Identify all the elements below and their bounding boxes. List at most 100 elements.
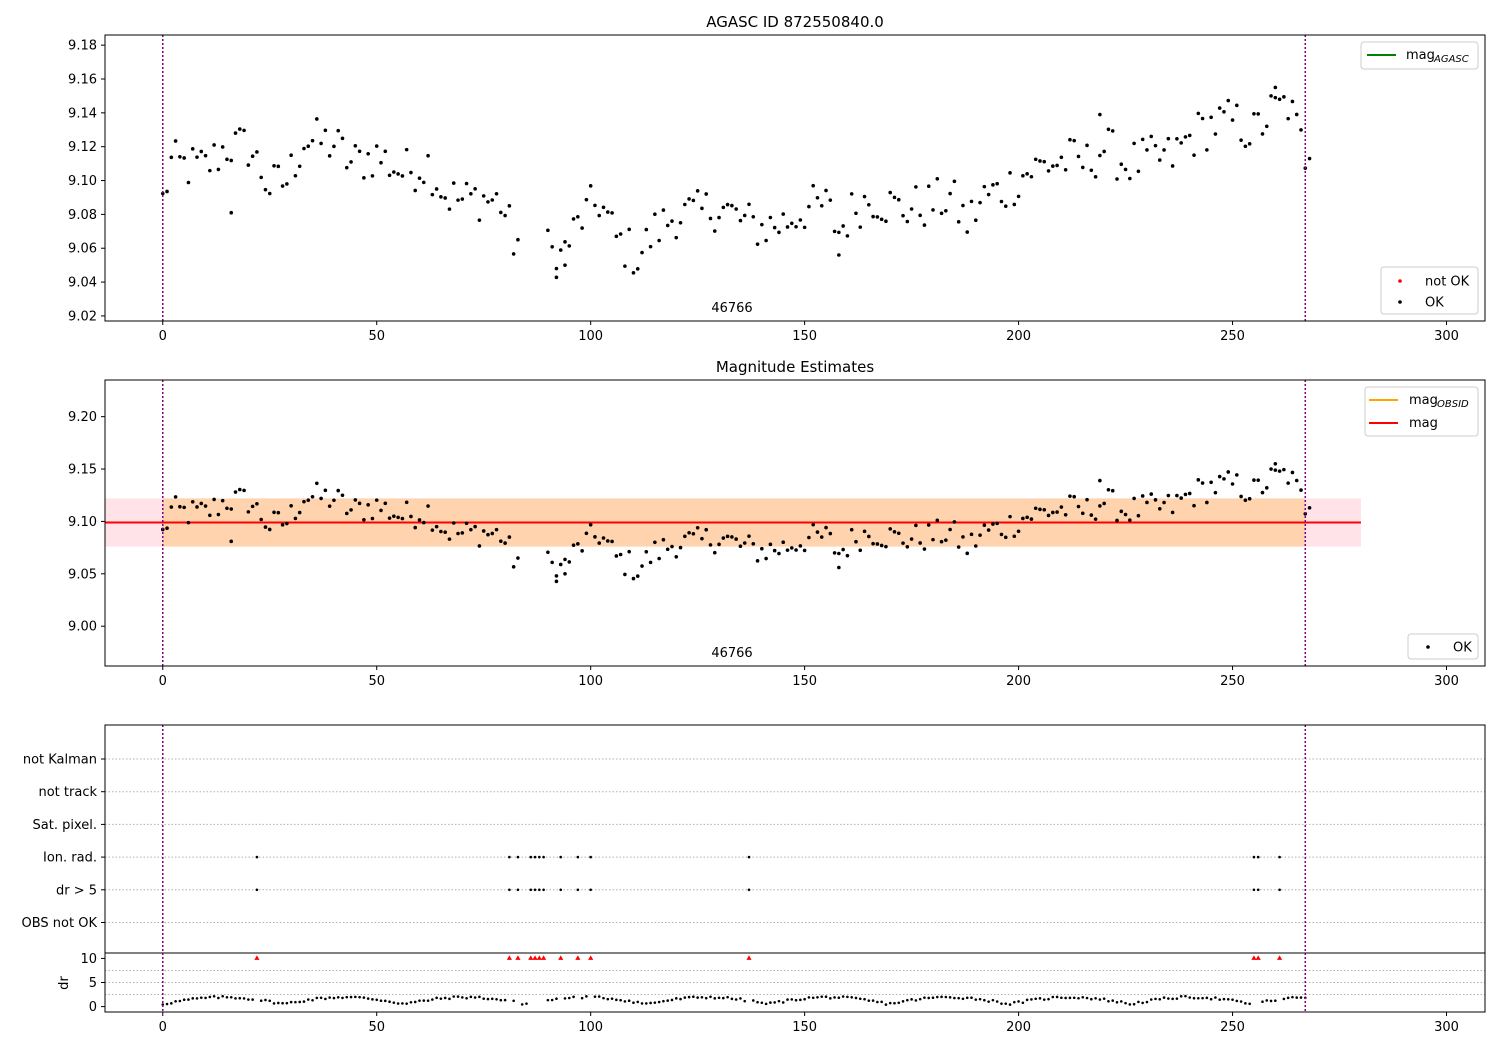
- data-point: [909, 537, 914, 541]
- data-point: [798, 218, 803, 222]
- dr-point: [1162, 996, 1166, 999]
- data-point: [1115, 177, 1119, 181]
- dr-point: [773, 1001, 776, 1004]
- data-point: [387, 173, 392, 178]
- data-point: [576, 542, 580, 546]
- data-point: [1277, 97, 1282, 102]
- dr-point: [1218, 998, 1221, 1001]
- dr-point: [426, 999, 430, 1002]
- magnitude-plot-area: 0 50 100 150 200 250 300 9.00 9.05 9.10 9.15 9.20: [68, 379, 1486, 689]
- data-point: [777, 230, 781, 235]
- data-point: [755, 242, 760, 246]
- data-point: [1003, 204, 1008, 209]
- dr-point: [1115, 1001, 1119, 1004]
- dr-point: [961, 997, 965, 1001]
- dr-point: [495, 998, 498, 1001]
- data-point: [618, 552, 623, 557]
- data-point: [229, 158, 234, 163]
- flag-point: [747, 855, 751, 859]
- data-point: [327, 504, 332, 508]
- dr-point: [311, 998, 314, 1002]
- data-point: [858, 225, 863, 229]
- data-point: [1128, 176, 1132, 181]
- flag-point: [1252, 855, 1256, 859]
- data-point: [1021, 516, 1025, 521]
- data-point: [721, 536, 726, 540]
- dr-point: [525, 1002, 528, 1005]
- dr-point: [1274, 999, 1277, 1002]
- data-point: [926, 523, 931, 527]
- data-point: [588, 184, 593, 188]
- data-point: [670, 219, 674, 223]
- data-point: [956, 545, 961, 549]
- agasc-panel: AGASC ID 872550840.0 0 50 100 150 200 250 300 9…: [68, 13, 1486, 344]
- data-point: [259, 175, 263, 180]
- data-point: [469, 191, 473, 196]
- data-point: [340, 493, 345, 498]
- dr-point: [264, 998, 267, 1002]
- data-point: [961, 203, 965, 208]
- data-point: [614, 554, 619, 558]
- dr-point: [1261, 1000, 1264, 1004]
- data-point: [503, 541, 507, 545]
- y-tick-label: 9.10: [68, 515, 97, 530]
- data-point: [203, 153, 208, 158]
- data-point: [802, 225, 807, 230]
- data-point: [1055, 510, 1059, 514]
- data-point: [999, 532, 1004, 537]
- dr-point: [409, 1000, 413, 1004]
- data-point: [982, 523, 987, 528]
- dr-point: [632, 1001, 635, 1004]
- data-point: [486, 532, 490, 537]
- agasc-plot-area: 0 50 100 150 200 250 300 9.02 9.04 9.06 9.08 9.10 9.…: [68, 34, 1486, 344]
- data-point: [837, 565, 841, 570]
- data-point: [229, 210, 234, 215]
- flag-point: [747, 888, 751, 892]
- data-point: [344, 511, 349, 516]
- data-point: [614, 234, 619, 239]
- dr-point: [965, 996, 969, 1000]
- dr-point: [1197, 996, 1200, 1000]
- data-point: [1226, 470, 1231, 474]
- dr-point: [431, 998, 434, 1001]
- data-point: [683, 202, 687, 207]
- data-point: [242, 128, 246, 133]
- data-point: [1025, 172, 1029, 176]
- data-point: [798, 544, 803, 548]
- data-point: [730, 535, 734, 539]
- data-point: [717, 215, 721, 220]
- data-point: [948, 191, 952, 196]
- data-point: [862, 529, 867, 534]
- dr-point: [358, 995, 361, 999]
- legend-box: [1407, 633, 1479, 660]
- data-point: [323, 488, 328, 493]
- data-point: [237, 127, 242, 131]
- data-point: [712, 229, 717, 233]
- data-point: [747, 202, 751, 207]
- data-point: [623, 264, 627, 268]
- data-point: [764, 556, 768, 561]
- dr-point: [1098, 998, 1102, 1001]
- dr-point: [469, 995, 473, 999]
- dr-point: [734, 998, 738, 1001]
- data-point: [550, 560, 554, 565]
- dr-point: [764, 1002, 768, 1006]
- data-point: [811, 183, 815, 188]
- dr-point: [829, 997, 832, 1000]
- data-point: [742, 213, 747, 218]
- flag-point: [529, 888, 533, 892]
- data-point: [178, 504, 182, 509]
- data-point: [661, 537, 666, 542]
- dr-point: [709, 995, 712, 999]
- dr-point: [1042, 998, 1046, 1001]
- data-point: [546, 228, 550, 233]
- dr-point: [923, 996, 926, 999]
- dr-point: [199, 996, 203, 999]
- data-point: [717, 542, 721, 547]
- dr-point: [1222, 997, 1226, 1001]
- data-point: [914, 185, 918, 189]
- y-tick-label: 9.14: [68, 106, 97, 121]
- dr-point: [602, 996, 605, 1000]
- dr-capped-marker: [1255, 955, 1261, 960]
- data-point: [952, 520, 957, 524]
